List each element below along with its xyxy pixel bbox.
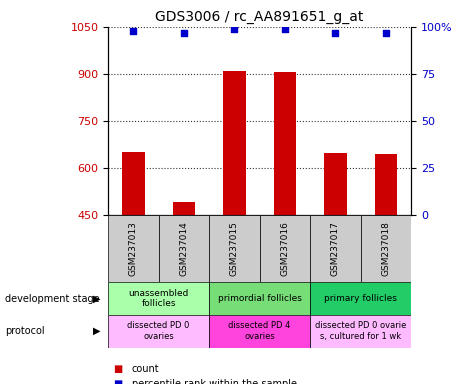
Point xyxy=(180,30,188,36)
Text: GSM237015: GSM237015 xyxy=(230,221,239,276)
Text: dissected PD 0
ovaries: dissected PD 0 ovaries xyxy=(127,321,190,341)
Text: count: count xyxy=(132,364,159,374)
Bar xyxy=(209,215,259,282)
Text: primary follicles: primary follicles xyxy=(324,294,397,303)
Point xyxy=(332,30,339,36)
Text: primordial follicles: primordial follicles xyxy=(218,294,302,303)
Text: GSM237018: GSM237018 xyxy=(382,221,391,276)
Bar xyxy=(108,282,209,315)
Bar xyxy=(310,282,411,315)
Bar xyxy=(108,215,159,282)
Bar xyxy=(310,215,361,282)
Point xyxy=(382,30,390,36)
Text: ▶: ▶ xyxy=(93,293,100,304)
Text: unassembled
follicles: unassembled follicles xyxy=(128,289,189,308)
Bar xyxy=(172,202,195,215)
Bar xyxy=(159,215,209,282)
Bar xyxy=(223,71,246,215)
Text: development stage: development stage xyxy=(5,293,99,304)
Text: ■: ■ xyxy=(113,379,122,384)
Text: GSM237013: GSM237013 xyxy=(129,221,138,276)
Text: protocol: protocol xyxy=(5,326,44,336)
Text: GSM237014: GSM237014 xyxy=(180,221,188,276)
Text: dissected PD 4
ovaries: dissected PD 4 ovaries xyxy=(228,321,291,341)
Bar xyxy=(375,154,397,215)
Bar xyxy=(259,215,310,282)
Bar xyxy=(274,72,296,215)
Text: GSM237016: GSM237016 xyxy=(281,221,290,276)
Bar xyxy=(122,152,145,215)
Point xyxy=(281,26,289,32)
Bar xyxy=(209,315,310,348)
Text: percentile rank within the sample: percentile rank within the sample xyxy=(132,379,297,384)
Bar xyxy=(310,315,411,348)
Title: GDS3006 / rc_AA891651_g_at: GDS3006 / rc_AA891651_g_at xyxy=(156,10,364,25)
Bar xyxy=(209,282,310,315)
Text: ▶: ▶ xyxy=(93,326,100,336)
Text: dissected PD 0 ovarie
s, cultured for 1 wk: dissected PD 0 ovarie s, cultured for 1 … xyxy=(315,321,407,341)
Bar xyxy=(361,215,411,282)
Point xyxy=(231,26,238,32)
Bar xyxy=(108,315,209,348)
Text: GSM237017: GSM237017 xyxy=(331,221,340,276)
Text: ■: ■ xyxy=(113,364,122,374)
Point xyxy=(130,28,137,34)
Bar xyxy=(324,153,347,215)
